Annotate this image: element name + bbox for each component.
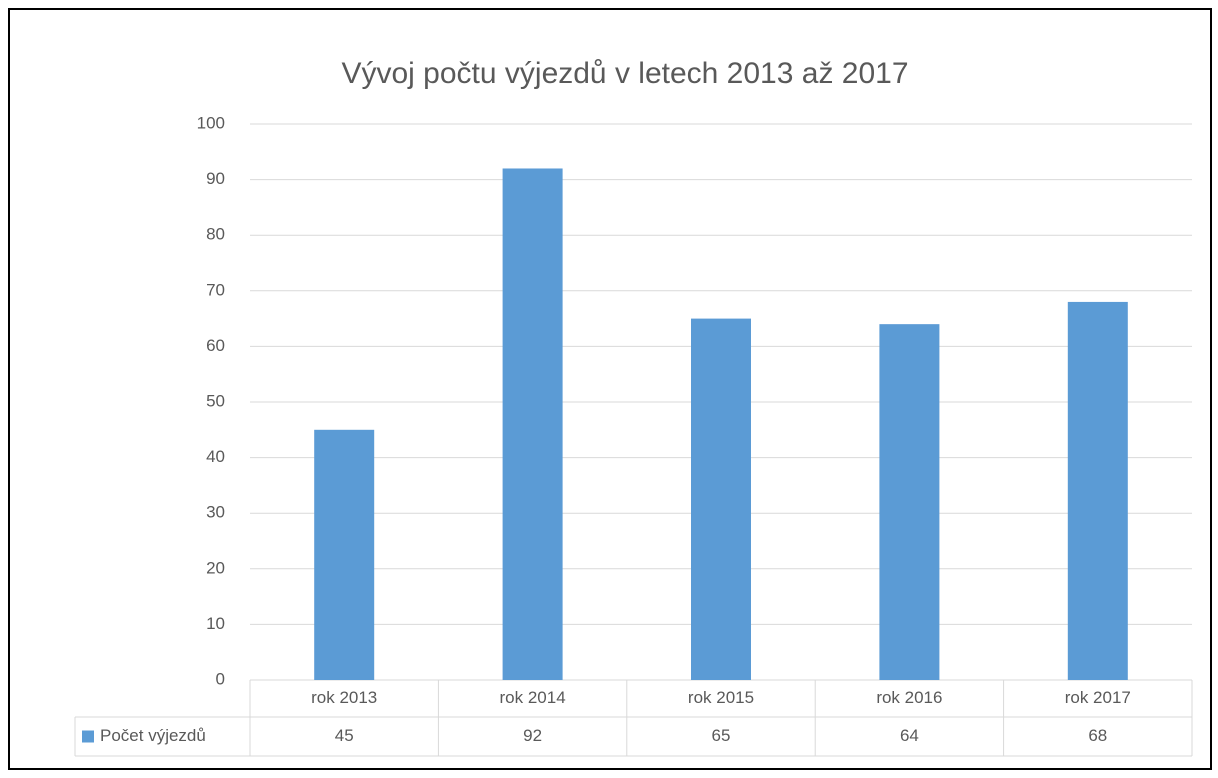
x-tick-label: rok 2015 <box>688 688 754 707</box>
table-value: 65 <box>712 726 731 745</box>
y-tick-label: 40 <box>206 447 225 466</box>
y-tick-label: 90 <box>206 169 225 188</box>
table-value: 92 <box>523 726 542 745</box>
bar <box>879 324 940 680</box>
y-tick-label: 50 <box>206 391 225 410</box>
bar <box>502 168 563 681</box>
x-tick-label: rok 2013 <box>311 688 377 707</box>
y-tick-label: 60 <box>206 336 225 355</box>
y-tick-label: 100 <box>197 113 225 132</box>
table-value: 45 <box>335 726 354 745</box>
y-tick-label: 20 <box>206 558 225 577</box>
y-tick-label: 0 <box>216 669 225 688</box>
x-tick-label: rok 2014 <box>500 688 566 707</box>
table-value: 68 <box>1088 726 1107 745</box>
table-value: 64 <box>900 726 919 745</box>
chart-title: Vývoj počtu výjezdů v letech 2013 až 201… <box>341 57 908 90</box>
bar <box>314 429 375 680</box>
x-tick-label: rok 2016 <box>876 688 942 707</box>
bar <box>691 318 751 680</box>
y-tick-label: 70 <box>206 280 225 299</box>
bar <box>1067 301 1128 680</box>
y-tick-label: 30 <box>206 503 225 522</box>
legend-swatch <box>82 730 94 743</box>
legend-label: Počet výjezdů <box>100 726 206 745</box>
chart-border <box>8 8 1212 770</box>
y-tick-label: 80 <box>206 225 225 244</box>
x-tick-label: rok 2017 <box>1065 688 1131 707</box>
y-tick-label: 10 <box>206 614 225 633</box>
